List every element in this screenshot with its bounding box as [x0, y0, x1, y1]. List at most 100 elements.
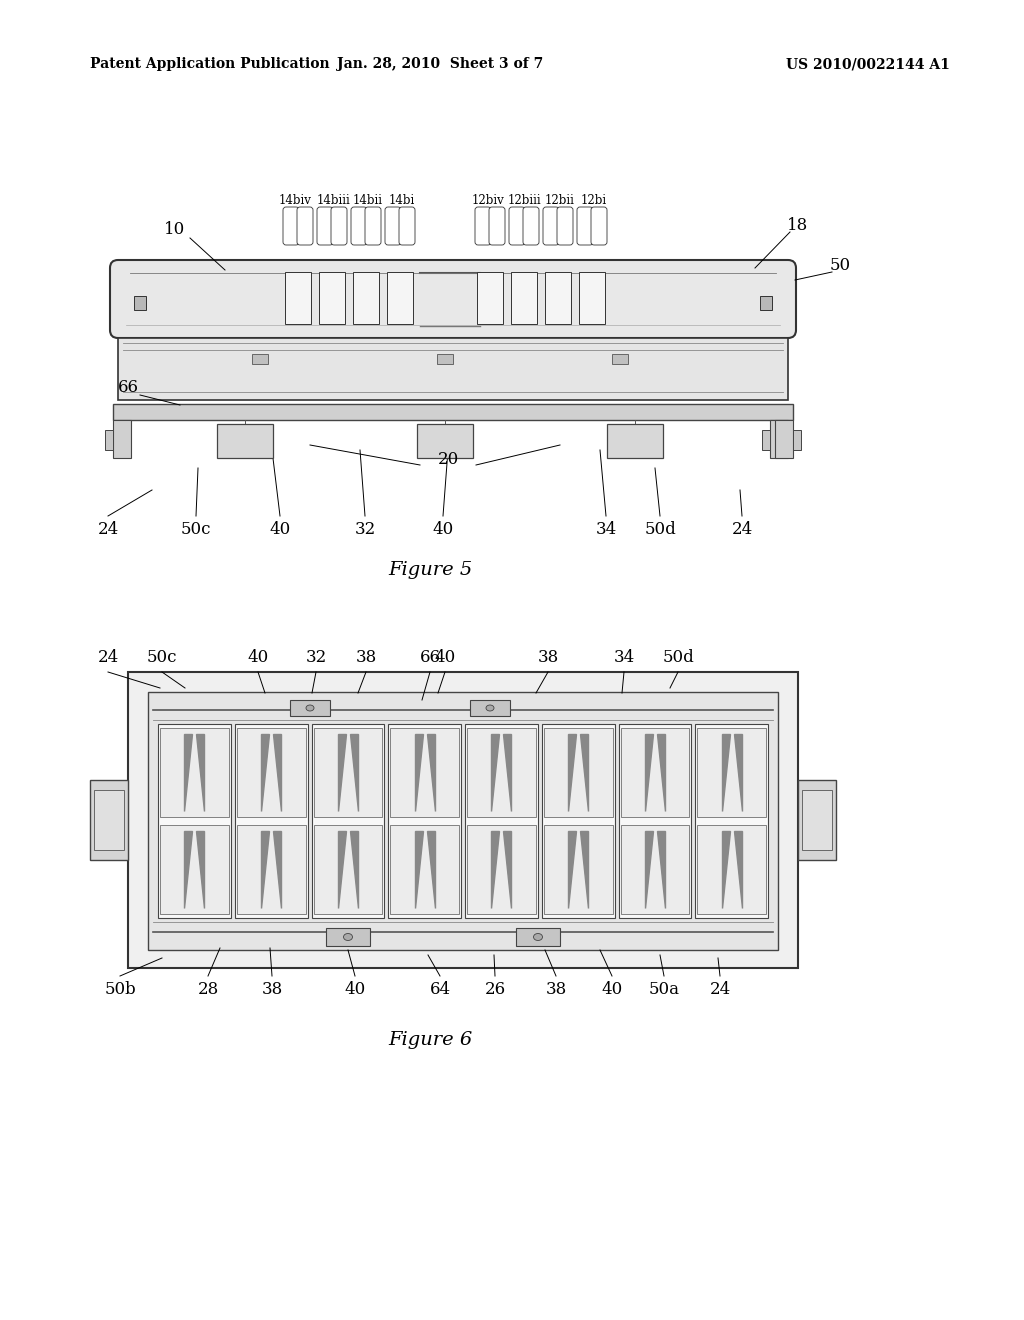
- Text: 12biii: 12biii: [507, 194, 541, 206]
- Bar: [511, 272, 537, 323]
- Polygon shape: [733, 832, 741, 908]
- Text: 40: 40: [432, 521, 454, 539]
- Text: 24: 24: [731, 521, 753, 539]
- Text: 50d: 50d: [663, 649, 694, 667]
- FancyBboxPatch shape: [399, 207, 415, 246]
- Ellipse shape: [343, 933, 352, 940]
- Bar: [437, 354, 453, 364]
- FancyBboxPatch shape: [331, 207, 347, 246]
- Bar: [90, 780, 128, 861]
- Polygon shape: [261, 734, 269, 810]
- Bar: [467, 729, 536, 817]
- Polygon shape: [645, 734, 653, 810]
- Bar: [134, 296, 146, 310]
- Polygon shape: [197, 734, 205, 810]
- Polygon shape: [581, 832, 588, 908]
- Text: 38: 38: [355, 649, 377, 667]
- Bar: [477, 272, 503, 323]
- FancyBboxPatch shape: [475, 207, 490, 246]
- Text: 20: 20: [437, 451, 459, 469]
- Text: 50d: 50d: [644, 521, 676, 539]
- Bar: [158, 723, 230, 917]
- Bar: [285, 272, 311, 323]
- Bar: [217, 424, 273, 458]
- Text: Figure 5: Figure 5: [388, 561, 472, 579]
- Bar: [148, 692, 778, 950]
- FancyBboxPatch shape: [489, 207, 505, 246]
- Text: 66: 66: [420, 649, 440, 667]
- FancyBboxPatch shape: [509, 207, 525, 246]
- FancyBboxPatch shape: [557, 207, 573, 246]
- Bar: [313, 825, 382, 913]
- Bar: [612, 354, 628, 364]
- Text: 14biv: 14biv: [279, 194, 311, 206]
- Text: 50b: 50b: [104, 982, 136, 998]
- Ellipse shape: [534, 933, 543, 940]
- Text: 50a: 50a: [648, 982, 680, 998]
- Polygon shape: [197, 832, 205, 908]
- Bar: [760, 296, 772, 310]
- Polygon shape: [261, 832, 269, 908]
- Bar: [390, 729, 459, 817]
- Bar: [326, 928, 370, 946]
- Bar: [607, 424, 663, 458]
- Text: 14bi: 14bi: [389, 194, 415, 206]
- Bar: [579, 272, 605, 323]
- Bar: [388, 723, 461, 917]
- Polygon shape: [656, 734, 665, 810]
- Text: 14bii: 14bii: [353, 194, 383, 206]
- Bar: [118, 338, 788, 400]
- Text: 38: 38: [261, 982, 283, 998]
- Bar: [802, 789, 831, 850]
- Polygon shape: [722, 832, 730, 908]
- FancyBboxPatch shape: [365, 207, 381, 246]
- Bar: [252, 354, 268, 364]
- Text: 66: 66: [118, 380, 138, 396]
- Polygon shape: [273, 734, 282, 810]
- Polygon shape: [184, 832, 193, 908]
- Text: 12bi: 12bi: [581, 194, 607, 206]
- Polygon shape: [504, 832, 511, 908]
- Bar: [762, 430, 770, 450]
- Bar: [695, 723, 768, 917]
- Bar: [618, 723, 691, 917]
- FancyBboxPatch shape: [351, 207, 367, 246]
- Text: 10: 10: [165, 222, 185, 239]
- Bar: [160, 729, 228, 817]
- Bar: [353, 272, 379, 323]
- Bar: [311, 723, 384, 917]
- Text: 50: 50: [829, 256, 851, 273]
- Bar: [94, 789, 124, 850]
- FancyBboxPatch shape: [543, 207, 559, 246]
- Text: 24: 24: [97, 649, 119, 667]
- Bar: [470, 700, 510, 715]
- Bar: [290, 700, 330, 715]
- Bar: [516, 928, 560, 946]
- Bar: [105, 430, 113, 450]
- Bar: [387, 272, 413, 323]
- Bar: [621, 729, 689, 817]
- Text: 12biv: 12biv: [472, 194, 505, 206]
- Bar: [465, 723, 538, 917]
- Text: 40: 40: [269, 521, 291, 539]
- Bar: [237, 729, 305, 817]
- Polygon shape: [656, 832, 665, 908]
- Polygon shape: [273, 832, 282, 908]
- Text: 24: 24: [710, 982, 731, 998]
- Text: Patent Application Publication: Patent Application Publication: [90, 57, 330, 71]
- Text: 32: 32: [354, 521, 376, 539]
- Polygon shape: [184, 734, 193, 810]
- FancyBboxPatch shape: [283, 207, 299, 246]
- Polygon shape: [350, 734, 357, 810]
- Polygon shape: [338, 832, 346, 908]
- Bar: [545, 272, 571, 323]
- Text: 64: 64: [429, 982, 451, 998]
- Bar: [775, 420, 793, 458]
- Bar: [697, 729, 766, 817]
- Text: 18: 18: [787, 216, 809, 234]
- Text: 32: 32: [305, 649, 327, 667]
- Text: US 2010/0022144 A1: US 2010/0022144 A1: [786, 57, 950, 71]
- Text: 26: 26: [484, 982, 506, 998]
- Polygon shape: [415, 832, 423, 908]
- Polygon shape: [427, 734, 434, 810]
